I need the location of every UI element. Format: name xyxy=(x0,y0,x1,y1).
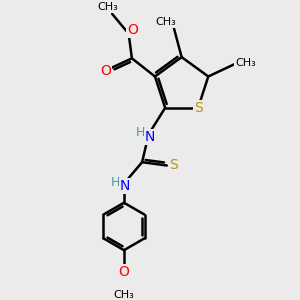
Text: O: O xyxy=(100,64,111,78)
Text: H: H xyxy=(136,126,145,140)
Text: N: N xyxy=(145,130,155,144)
Text: N: N xyxy=(120,179,130,193)
Text: O: O xyxy=(118,265,129,279)
Text: H: H xyxy=(111,176,120,189)
Text: CH₃: CH₃ xyxy=(114,290,134,300)
Text: CH₃: CH₃ xyxy=(235,58,256,68)
Text: O: O xyxy=(127,23,138,37)
Text: CH₃: CH₃ xyxy=(155,17,176,27)
Text: CH₃: CH₃ xyxy=(98,2,118,12)
Text: S: S xyxy=(169,158,178,172)
Text: S: S xyxy=(194,101,203,115)
